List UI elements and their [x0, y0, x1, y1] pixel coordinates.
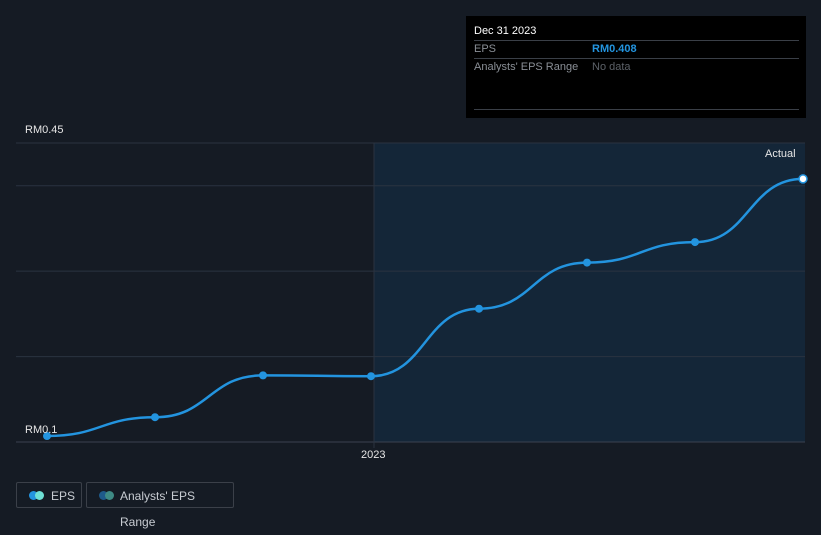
actual-region	[374, 143, 805, 442]
eps-dot-icon	[35, 491, 44, 500]
row-label: Analysts' EPS Range	[474, 61, 579, 73]
row-value: RM0.408	[592, 43, 637, 55]
actual-annotation: Actual	[765, 148, 796, 160]
eps-dot-icon	[29, 491, 38, 500]
eps-point	[583, 258, 591, 267]
tooltip-row-range: Analysts' EPS Range No data	[474, 58, 799, 76]
tooltip-divider	[474, 109, 799, 110]
legend-analysts-range[interactable]: Analysts' EPS Range	[86, 482, 234, 529]
range-dot-icon	[105, 491, 114, 500]
x-tick-2023: 2023	[361, 449, 386, 461]
eps-point	[798, 174, 808, 184]
tooltip: Dec 31 2023 EPS RM0.408 Analysts' EPS Ran…	[466, 16, 806, 118]
y-label-bottom: RM0.1	[25, 424, 58, 436]
eps-point	[367, 372, 375, 381]
eps-point	[151, 413, 159, 422]
eps-point	[475, 304, 483, 313]
eps-chart	[16, 142, 808, 448]
row-label: EPS	[474, 43, 497, 55]
tooltip-date: Dec 31 2023	[474, 25, 537, 37]
range-dot-icon	[99, 491, 108, 500]
eps-point	[691, 238, 699, 247]
legend-eps[interactable]: EPS	[16, 482, 82, 508]
row-value: No data	[592, 61, 631, 73]
tooltip-row-eps: EPS RM0.408	[474, 40, 799, 58]
eps-point	[43, 432, 51, 441]
legend-label: Analysts' EPS Range	[120, 489, 195, 529]
legend-label: EPS	[51, 489, 76, 503]
y-label-top: RM0.45	[25, 124, 64, 136]
eps-point	[259, 371, 267, 380]
